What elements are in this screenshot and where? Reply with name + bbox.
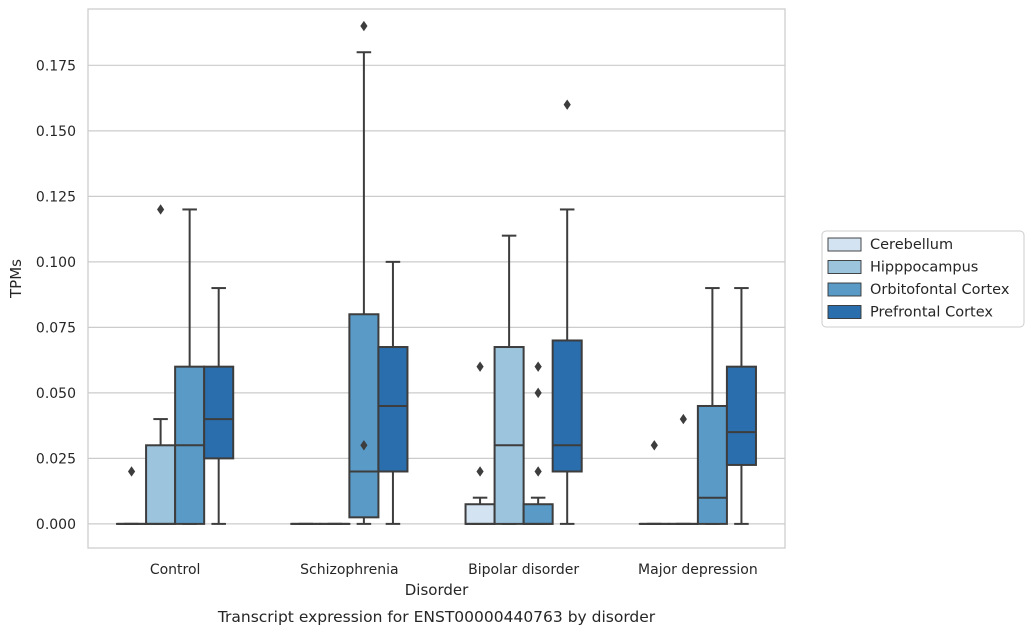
- outlier-point: [476, 361, 484, 372]
- y-tick-label: 0.100: [36, 255, 76, 271]
- box-iqr: [725, 365, 757, 466]
- y-tick-label: 0.075: [36, 320, 76, 336]
- plot-frame: [87, 8, 786, 549]
- box-iqr: [377, 346, 409, 473]
- y-tick-label: 0.025: [36, 451, 76, 467]
- legend-swatch: [827, 260, 862, 274]
- box-orbitofontal-cortex: [522, 361, 554, 525]
- box-cerebellum: [638, 440, 670, 525]
- legend-item[interactable]: Orbitofontal Cortex: [827, 282, 1010, 298]
- outlier-point: [534, 361, 542, 372]
- box-iqr: [464, 503, 496, 525]
- outlier-point: [360, 20, 368, 32]
- box-iqr: [348, 313, 380, 519]
- box-orbitofontal-cortex: [174, 208, 206, 525]
- outlier-point: [534, 387, 542, 399]
- legend-label: Orbitofontal Cortex: [870, 282, 1010, 298]
- box-prefrontal-cortex: [203, 287, 235, 525]
- y-tick-label: 0.000: [36, 517, 76, 533]
- x-axis-label: Disorder: [405, 581, 469, 599]
- box-hipppocampus: [493, 234, 525, 525]
- legend-label: Hipppocampus: [870, 260, 978, 276]
- chart-caption: Transcript expression for ENST0000044076…: [217, 608, 656, 626]
- legend-swatch: [827, 237, 862, 252]
- box-iqr: [522, 503, 554, 525]
- legend-item[interactable]: Prefrontal Cortex: [827, 305, 993, 321]
- box-iqr: [696, 404, 728, 525]
- box-iqr: [493, 346, 525, 525]
- box-iqr: [203, 365, 235, 460]
- box-prefrontal-cortex: [377, 260, 409, 525]
- outlier-point: [650, 440, 658, 451]
- outlier-point: [534, 466, 542, 477]
- y-tick-labels: 0.000 0.025 0.050 0.075 0.100 0.125 0.150 0.175: [36, 58, 76, 533]
- box-orbitofontal-cortex: [348, 20, 380, 525]
- outlier-point: [679, 413, 687, 425]
- box-cerebellum: [464, 361, 496, 525]
- outlier-point: [476, 466, 484, 477]
- x-tick-label: Schizophrenia: [300, 562, 398, 578]
- outlier-point: [563, 99, 571, 110]
- box-orbitofontal-cortex: [696, 287, 728, 525]
- x-tick-label: Control: [150, 562, 201, 578]
- legend-label: Cerebellum: [870, 237, 953, 253]
- box-prefrontal-cortex: [551, 99, 583, 525]
- legend-frame: [821, 230, 1025, 328]
- outlier-point: [157, 204, 165, 215]
- plot-boxes: [116, 20, 757, 525]
- box-iqr: [551, 339, 583, 473]
- legend-swatch: [827, 282, 862, 297]
- box-cerebellum: [116, 466, 148, 525]
- box-hipppocampus: [667, 413, 699, 525]
- box-hipppocampus: [145, 204, 177, 525]
- legend-swatch: [827, 305, 862, 319]
- x-tick-label: Major depression: [638, 562, 758, 578]
- legend[interactable]: Cerebellum Hipppocampus Orbitofontal Corte…: [821, 230, 1025, 328]
- legend-item[interactable]: Hipppocampus: [827, 260, 978, 276]
- y-tick-label: 0.150: [36, 124, 76, 140]
- legend-label: Prefrontal Cortex: [870, 305, 993, 321]
- outlier-point: [360, 440, 368, 451]
- y-tick-label: 0.175: [36, 58, 76, 74]
- x-tick-labels: Control Schizophrenia Bipolar disorder Majo…: [150, 562, 758, 578]
- x-tick-label: Bipolar disorder: [468, 562, 579, 578]
- y-tick-label: 0.050: [36, 386, 76, 402]
- box-prefrontal-cortex: [725, 287, 757, 525]
- box-iqr: [145, 444, 177, 525]
- y-axis-label: TPMs: [7, 259, 25, 299]
- legend-item[interactable]: Cerebellum: [827, 237, 953, 253]
- outlier-point: [127, 466, 136, 477]
- y-tick-label: 0.125: [36, 189, 76, 205]
